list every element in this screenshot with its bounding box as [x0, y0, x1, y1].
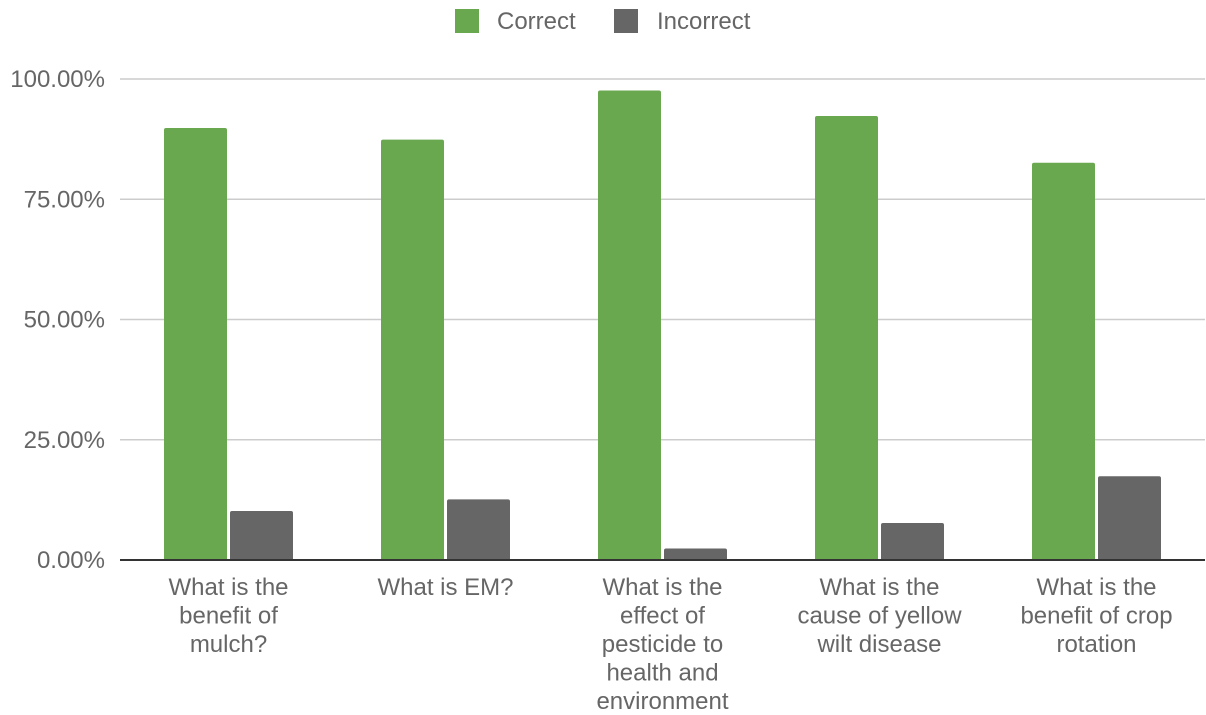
x-tick-label: What is EM?: [377, 574, 513, 601]
legend-swatch-correct: [455, 9, 479, 33]
bar-correct-3: [815, 116, 878, 561]
y-tick-label: 100.00%: [10, 66, 105, 93]
y-tick-label: 50.00%: [24, 307, 105, 334]
bar-incorrect-3: [881, 522, 944, 560]
legend-label-incorrect: Incorrect: [657, 8, 751, 35]
bar-correct-0: [164, 128, 227, 560]
gridlines: [120, 78, 1205, 441]
bar-incorrect-2: [664, 548, 727, 560]
legend-label-correct: Correct: [497, 8, 576, 35]
y-tick-label: 75.00%: [24, 186, 105, 213]
bar-correct-2: [598, 90, 661, 560]
x-tick-label: What is the benefit of crop rotation: [1020, 574, 1172, 658]
x-tick-label: What is the effect of pesticide to health a…: [596, 574, 728, 715]
legend: Correct Incorrect: [455, 8, 751, 35]
y-tick-label: 0.00%: [37, 547, 105, 574]
bar-incorrect-4: [1098, 476, 1161, 560]
bar-correct-1: [381, 139, 444, 560]
bar-correct-4: [1032, 162, 1095, 560]
x-tick-label: What is the cause of yellow wilt disease: [797, 574, 962, 658]
bar-incorrect-0: [230, 510, 293, 560]
y-axis-ticks: 0.00% 25.00% 50.00% 75.00% 100.00%: [10, 66, 105, 574]
x-tick-label: What is the benefit of mulch?: [168, 574, 288, 658]
x-axis-labels: What is the benefit of mulch? What is EM? Wh…: [168, 574, 1172, 715]
bar-incorrect-1: [447, 499, 510, 560]
bars: [164, 90, 1161, 561]
y-tick-label: 25.00%: [24, 427, 105, 454]
legend-swatch-incorrect: [614, 9, 638, 33]
